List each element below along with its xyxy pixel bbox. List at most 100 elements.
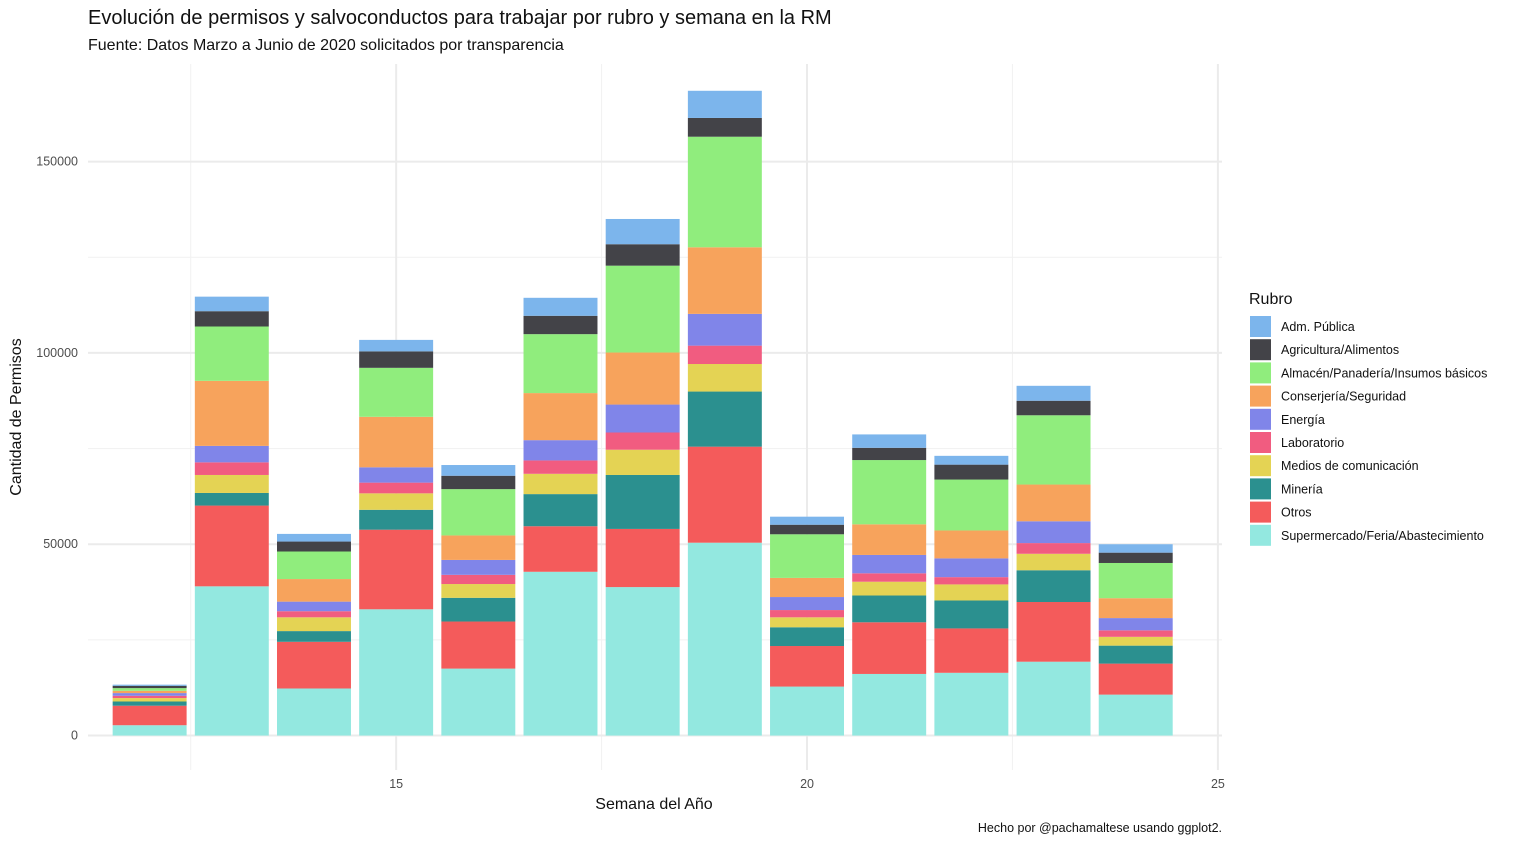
- bar-segment: [1016, 570, 1091, 603]
- legend-label: Minería: [1281, 482, 1323, 496]
- bar-segment: [277, 533, 351, 542]
- bar-segment: [770, 597, 844, 611]
- legend-swatch: [1250, 339, 1271, 361]
- bar-stack-week-12: [112, 684, 187, 736]
- bar-segment: [277, 611, 351, 618]
- bar-segment: [277, 641, 351, 689]
- legend-swatch: [1250, 385, 1271, 407]
- bar-segment: [194, 326, 269, 381]
- bar-segment: [277, 541, 351, 552]
- bar-segment: [523, 494, 598, 527]
- legend-title: Rubro: [1249, 291, 1293, 308]
- bar-segment: [605, 244, 680, 266]
- bar-segment: [441, 597, 516, 622]
- bar-segment: [112, 693, 187, 696]
- bar-segment: [194, 492, 269, 506]
- bar-segment: [934, 455, 1009, 465]
- bar-segment: [441, 489, 516, 536]
- y-axis-title: Cantidad de Permisos: [8, 338, 25, 495]
- bar-segment: [441, 621, 516, 669]
- bar-stack-week-20: [770, 516, 844, 736]
- bar-segment: [1098, 544, 1173, 553]
- bar-segment: [605, 528, 680, 588]
- bar-segment: [359, 609, 434, 736]
- legend-label: Supermercado/Feria/Abastecimiento: [1281, 529, 1484, 543]
- bar-segment: [194, 505, 269, 587]
- bar-segment: [112, 725, 187, 736]
- bar-segment: [1016, 415, 1091, 485]
- bar-segment: [112, 698, 187, 702]
- x-tick-label: 15: [389, 777, 403, 791]
- bar-segment: [1098, 645, 1173, 664]
- legend-label: Otros: [1281, 506, 1312, 520]
- bar-segment: [687, 446, 762, 543]
- bar-segment: [852, 673, 927, 736]
- legend-swatch: [1250, 455, 1271, 477]
- legend-swatch: [1250, 432, 1271, 453]
- bar-segment: [605, 432, 680, 450]
- bar-segment: [1016, 602, 1091, 662]
- bar-segment: [770, 686, 844, 736]
- bar-segment: [112, 690, 187, 694]
- bar-segment: [523, 315, 598, 335]
- bar-segment: [770, 617, 844, 628]
- x-axis-title: Semana del Año: [595, 796, 713, 813]
- bar-segment: [112, 701, 187, 706]
- bar-segment: [1016, 543, 1091, 554]
- bar-stack-week-24: [1098, 544, 1173, 736]
- legend-label: Adm. Pública: [1281, 320, 1355, 334]
- bar-segment: [770, 516, 844, 525]
- bar-segment: [359, 367, 434, 417]
- bar-segment: [277, 631, 351, 642]
- y-tick-label: 150000: [36, 155, 78, 169]
- bar-segment: [523, 297, 598, 316]
- legend-label: Conserjería/Seguridad: [1281, 390, 1406, 404]
- bar-segment: [523, 571, 598, 736]
- bar-segment: [852, 434, 927, 448]
- bar-segment: [359, 529, 434, 610]
- legend-label: Medios de comunicación: [1281, 459, 1419, 473]
- bar-segment: [112, 685, 187, 689]
- bar-stack-week-19: [687, 90, 762, 736]
- bar-segment: [770, 534, 844, 578]
- legend-label: Almacén/Panadería/Insumos básicos: [1281, 366, 1487, 380]
- bar-stack-week-17: [523, 297, 598, 736]
- bar-segment: [770, 627, 844, 647]
- bar-segment: [277, 688, 351, 736]
- bar-segment: [194, 311, 269, 327]
- bar-segment: [277, 579, 351, 602]
- bar-segment: [359, 339, 434, 352]
- x-tick-label: 25: [1211, 777, 1225, 791]
- y-tick-label: 50000: [43, 537, 78, 551]
- bar-segment: [934, 558, 1009, 578]
- bar-segment: [112, 705, 187, 726]
- bar-segment: [441, 475, 516, 490]
- bar-segment: [1016, 661, 1091, 736]
- chart-title: Evolución de permisos y salvoconductos p…: [88, 7, 832, 29]
- legend-item: Conserjería/Seguridad: [1250, 385, 1406, 407]
- legend-item: Almacén/Panadería/Insumos básicos: [1250, 362, 1487, 384]
- bar-segment: [934, 584, 1009, 601]
- bar-stack-week-23: [1016, 385, 1091, 736]
- bar-segment: [1098, 618, 1173, 631]
- bar-segment: [770, 610, 844, 618]
- bar-segment: [1016, 553, 1091, 571]
- bar-segment: [852, 524, 927, 555]
- chart-subtitle: Fuente: Datos Marzo a Junio de 2020 soli…: [88, 37, 564, 54]
- legend-swatch: [1250, 524, 1271, 546]
- legend-item: Medios de comunicación: [1250, 455, 1419, 477]
- bar-segment: [770, 646, 844, 687]
- bar-segment: [1098, 552, 1173, 563]
- bar-segment: [687, 90, 762, 118]
- bar-segment: [441, 574, 516, 585]
- legend-item: Otros: [1250, 501, 1312, 523]
- bar-segment: [523, 526, 598, 572]
- bar-segment: [359, 351, 434, 368]
- bar-stack-week-13: [194, 296, 269, 736]
- bar-segment: [1016, 484, 1091, 522]
- bar-segment: [194, 445, 269, 463]
- x-axis-ticks: 15 20 25: [389, 777, 1225, 791]
- bar-segment: [277, 551, 351, 580]
- bar-segment: [1098, 598, 1173, 619]
